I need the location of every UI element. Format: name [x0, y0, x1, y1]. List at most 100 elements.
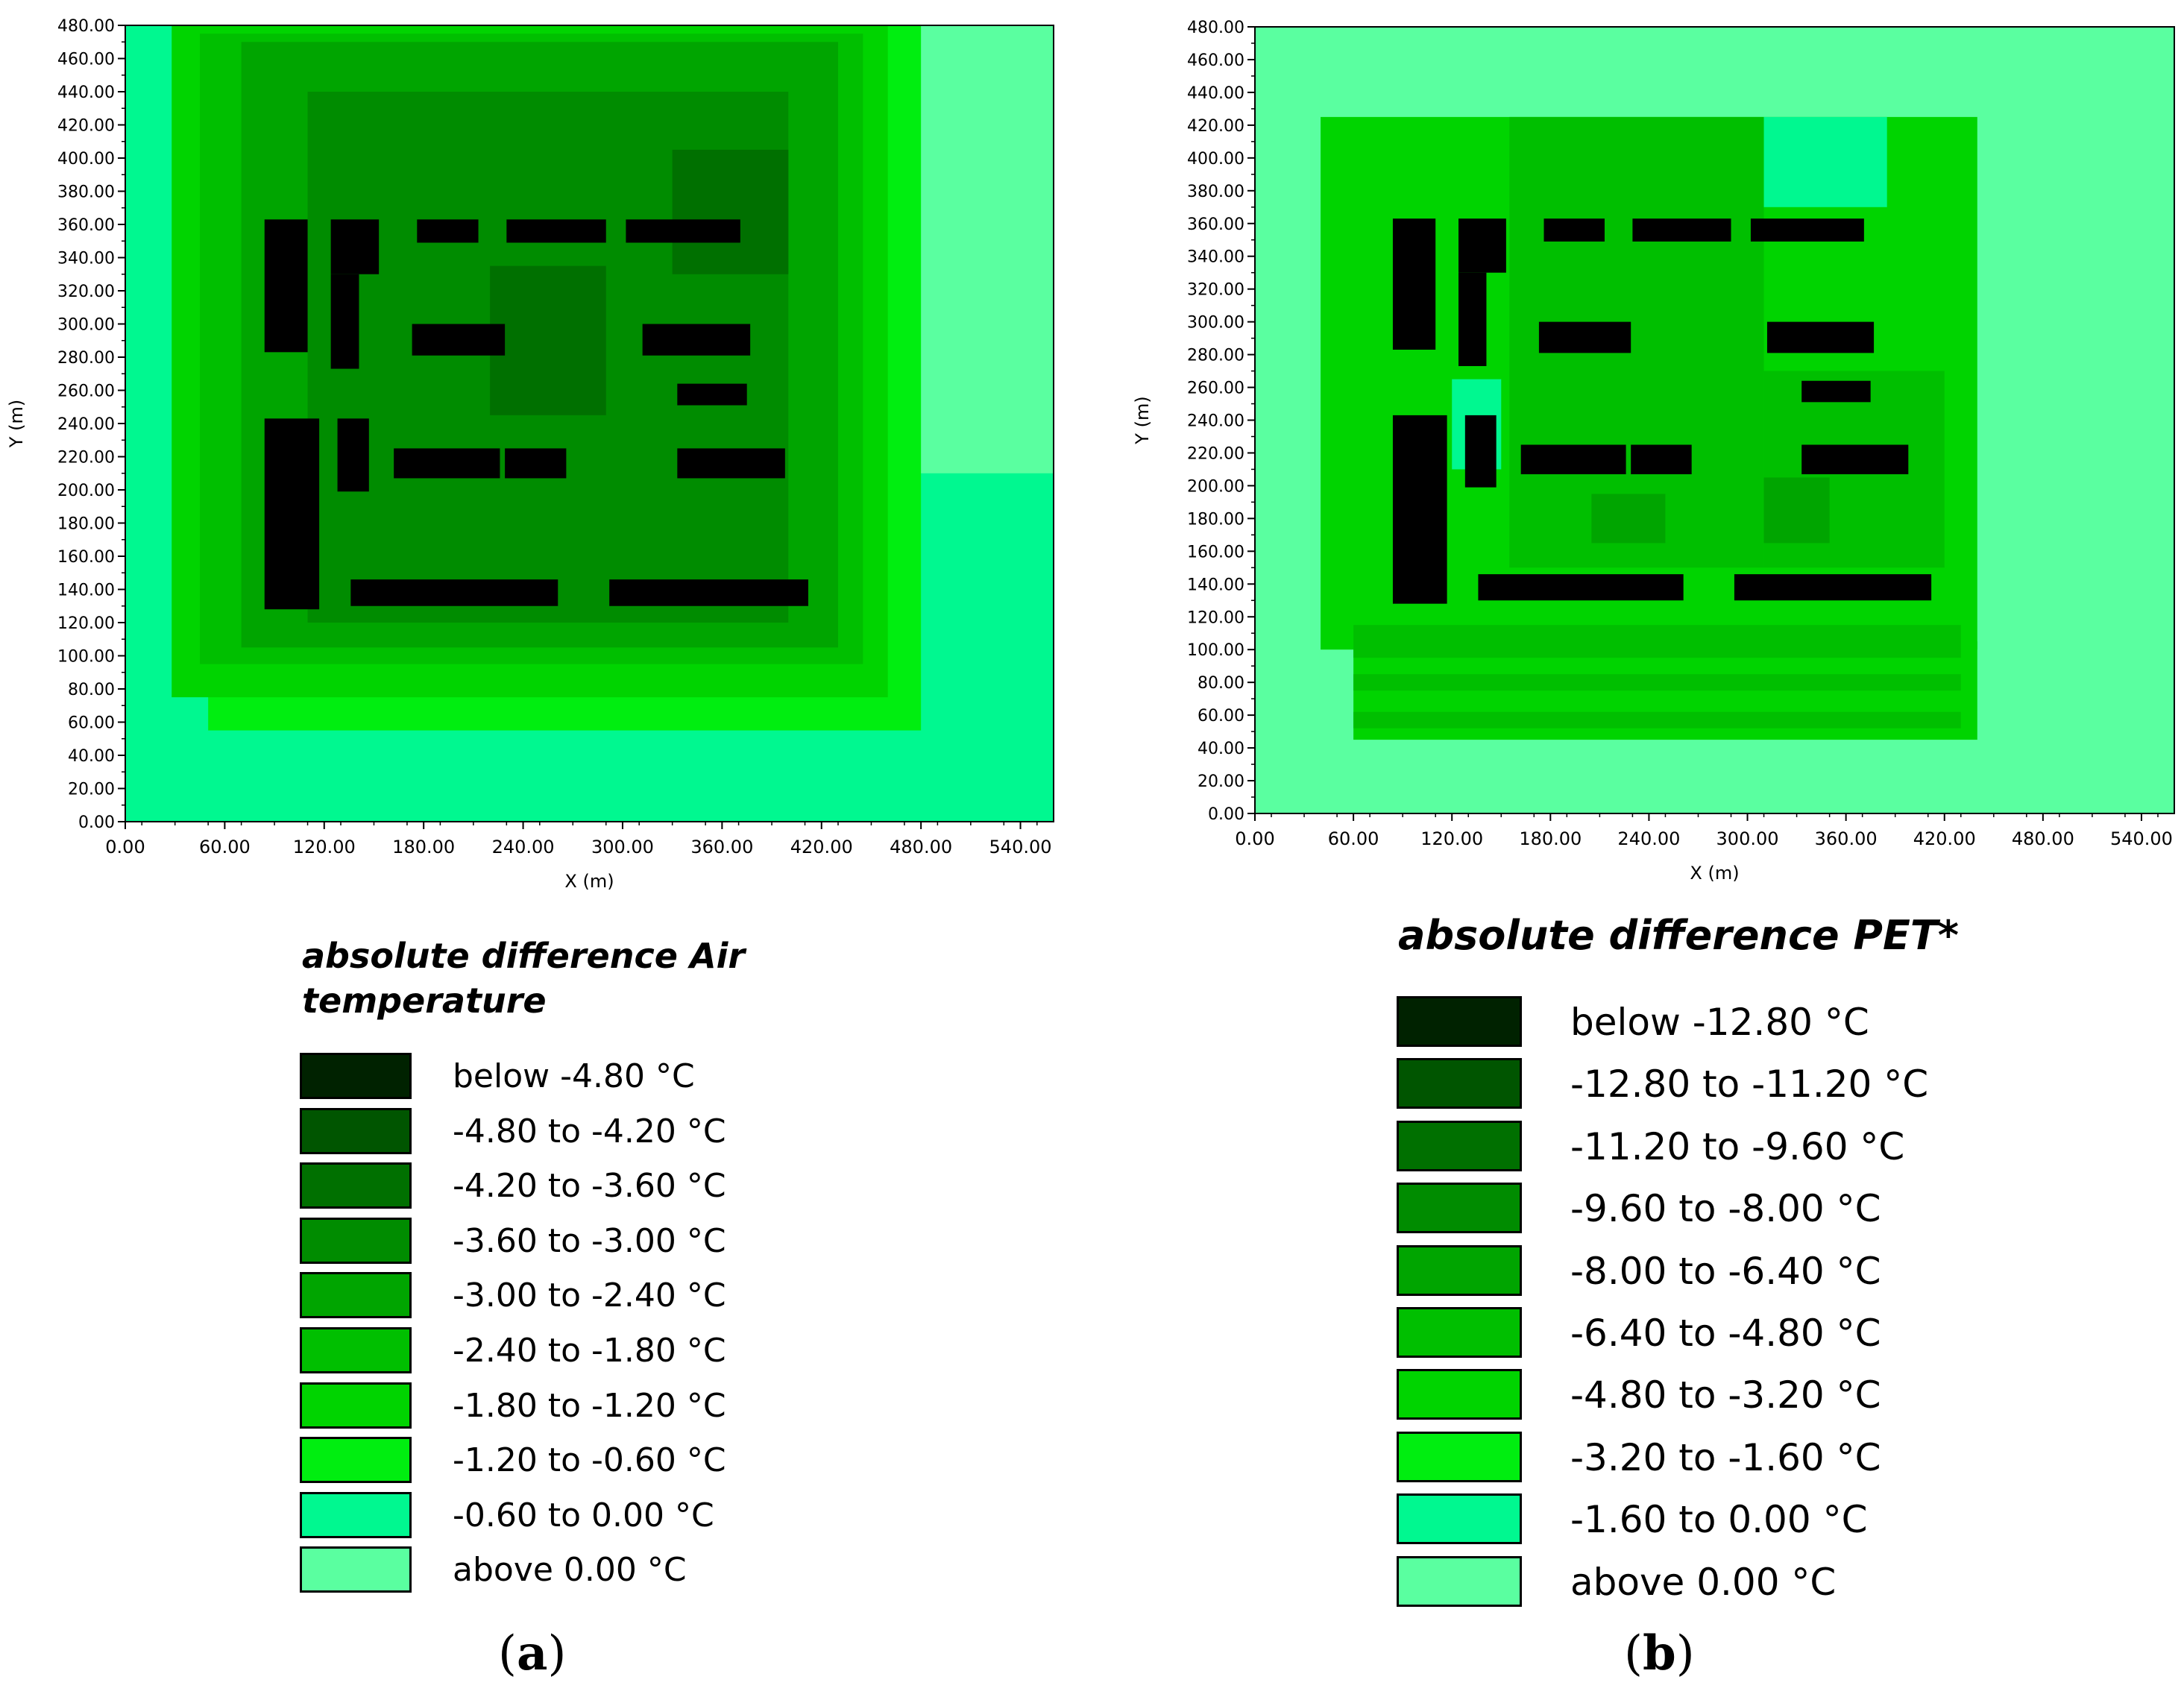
- y-tick-label: 440.00: [57, 84, 115, 102]
- x-tick-label: 240.00: [1617, 828, 1680, 849]
- field-zone: [490, 265, 606, 415]
- legend-label: -4.20 to -3.60 °C: [453, 1167, 726, 1206]
- legend-swatch: [300, 1382, 412, 1429]
- field-zone: [1353, 674, 1961, 691]
- legend-swatch: [300, 1546, 412, 1593]
- x-tick-label: 120.00: [1420, 828, 1483, 849]
- y-tick-label: 20.00: [68, 781, 115, 799]
- legend-swatch: [1397, 1183, 1522, 1234]
- x-tick-label: 480.00: [2012, 828, 2074, 849]
- legend-label: -6.40 to -4.80 °C: [1570, 1312, 1881, 1355]
- x-tick-label: 360.00: [690, 837, 753, 857]
- building: [1458, 272, 1487, 366]
- x-axis-label: X (m): [564, 871, 614, 892]
- legend-swatch: [1397, 1555, 1522, 1607]
- legend-label: -4.80 to -4.20 °C: [453, 1112, 726, 1150]
- building: [1766, 321, 1875, 353]
- legend-label: -12.80 to -11.20 °C: [1570, 1063, 1929, 1107]
- legend-label: -3.20 to -1.60 °C: [1570, 1435, 1881, 1479]
- legend-title: absolute difference Air temperature: [302, 936, 746, 1021]
- building: [1520, 444, 1626, 475]
- building: [1458, 218, 1506, 273]
- y-tick-label: 40.00: [68, 747, 115, 766]
- y-tick-label: 120.00: [1187, 608, 1244, 627]
- legend-swatch: [1397, 1120, 1522, 1171]
- building: [1631, 444, 1692, 475]
- building: [350, 579, 558, 606]
- y-tick-label: 180.00: [1187, 510, 1244, 529]
- x-tick-label: 420.00: [1913, 828, 1976, 849]
- legend-swatch: [300, 1107, 412, 1154]
- y-tick-label: 40.00: [1198, 740, 1244, 758]
- y-tick-label: 480.00: [1187, 19, 1244, 37]
- field-zone: [1763, 116, 1887, 207]
- legend-swatch: [300, 1437, 412, 1484]
- y-tick-label: 460.00: [1187, 51, 1244, 70]
- building: [1801, 380, 1871, 403]
- y-tick-label: 100.00: [1187, 641, 1244, 660]
- legend-label: -1.60 to 0.00 °C: [1570, 1498, 1868, 1542]
- y-axis-label: Y (m): [6, 400, 27, 448]
- building: [1734, 574, 1932, 601]
- building: [264, 418, 320, 610]
- legend-label: -8.00 to -6.40 °C: [1570, 1249, 1881, 1293]
- y-tick-label: 180.00: [57, 515, 115, 534]
- x-axis-label: X (m): [1690, 863, 1739, 884]
- y-tick-label: 160.00: [57, 548, 115, 567]
- legend-swatch: [300, 1272, 412, 1319]
- legend-label: -3.00 to -2.40 °C: [453, 1277, 726, 1315]
- y-tick-label: 280.00: [1187, 347, 1244, 365]
- legend-swatch: [1397, 1493, 1522, 1545]
- y-tick-label: 80.00: [1198, 674, 1244, 693]
- legend-swatch: [1397, 1058, 1522, 1109]
- building: [417, 219, 479, 243]
- x-tick-label: 0.00: [105, 837, 145, 857]
- y-tick-label: 360.00: [1187, 215, 1244, 234]
- x-tick-label: 60.00: [1328, 828, 1379, 849]
- legend-swatch: [1397, 1431, 1522, 1482]
- building: [1392, 415, 1447, 604]
- building: [1392, 218, 1436, 350]
- x-tick-label: 180.00: [392, 837, 455, 857]
- panel-label-a: (a): [498, 1625, 567, 1681]
- x-tick-label: 480.00: [890, 837, 952, 857]
- y-tick-label: 340.00: [1187, 248, 1244, 267]
- y-tick-label: 220.00: [57, 449, 115, 468]
- x-tick-label: 300.00: [591, 837, 654, 857]
- y-tick-label: 200.00: [57, 482, 115, 500]
- y-tick-label: 460.00: [57, 51, 115, 69]
- y-tick-label: 80.00: [68, 681, 115, 699]
- legend-label: -11.20 to -9.60 °C: [1570, 1124, 1905, 1168]
- y-tick-label: 420.00: [1187, 117, 1244, 136]
- y-tick-label: 360.00: [57, 216, 115, 235]
- legend-swatch: [300, 1491, 412, 1538]
- legend-swatch: [300, 1217, 412, 1264]
- legend-label: -1.20 to -0.60 °C: [453, 1441, 726, 1480]
- y-tick-label: 380.00: [57, 183, 115, 202]
- y-tick-label: 220.00: [1187, 444, 1244, 463]
- heatmap-chart-a: 0.00 60.00 120.00 180.00 240.00 300.00 360.00 4…: [6, 17, 1054, 892]
- y-tick-label: 380.00: [1187, 183, 1244, 201]
- field-zone: [672, 149, 789, 274]
- x-tick-label: 420.00: [790, 837, 853, 857]
- y-tick-label: 120.00: [57, 614, 115, 633]
- x-tick-label: 300.00: [1716, 828, 1779, 849]
- building: [1750, 218, 1864, 242]
- field-zone: [1763, 477, 1830, 544]
- y-tick-label: 320.00: [57, 283, 115, 301]
- heatmap-chart-b: 0.00 60.00 120.00 180.00 240.00 300.00 360.00 4…: [1132, 19, 2175, 884]
- y-tick-label: 420.00: [57, 117, 115, 136]
- building: [506, 219, 606, 243]
- panel-label-b: (b): [1624, 1625, 1695, 1681]
- y-tick-label: 60.00: [68, 714, 115, 733]
- y-tick-label: 240.00: [57, 415, 115, 434]
- building: [330, 219, 380, 274]
- y-tick-label: 200.00: [1187, 477, 1244, 496]
- legend-swatch: [300, 1327, 412, 1373]
- y-tick-label: 260.00: [1187, 380, 1244, 398]
- building: [677, 383, 747, 406]
- y-tick-label: 300.00: [57, 316, 115, 335]
- legend-label: -0.60 to 0.00 °C: [453, 1496, 714, 1534]
- building: [1632, 218, 1731, 242]
- building: [609, 579, 808, 606]
